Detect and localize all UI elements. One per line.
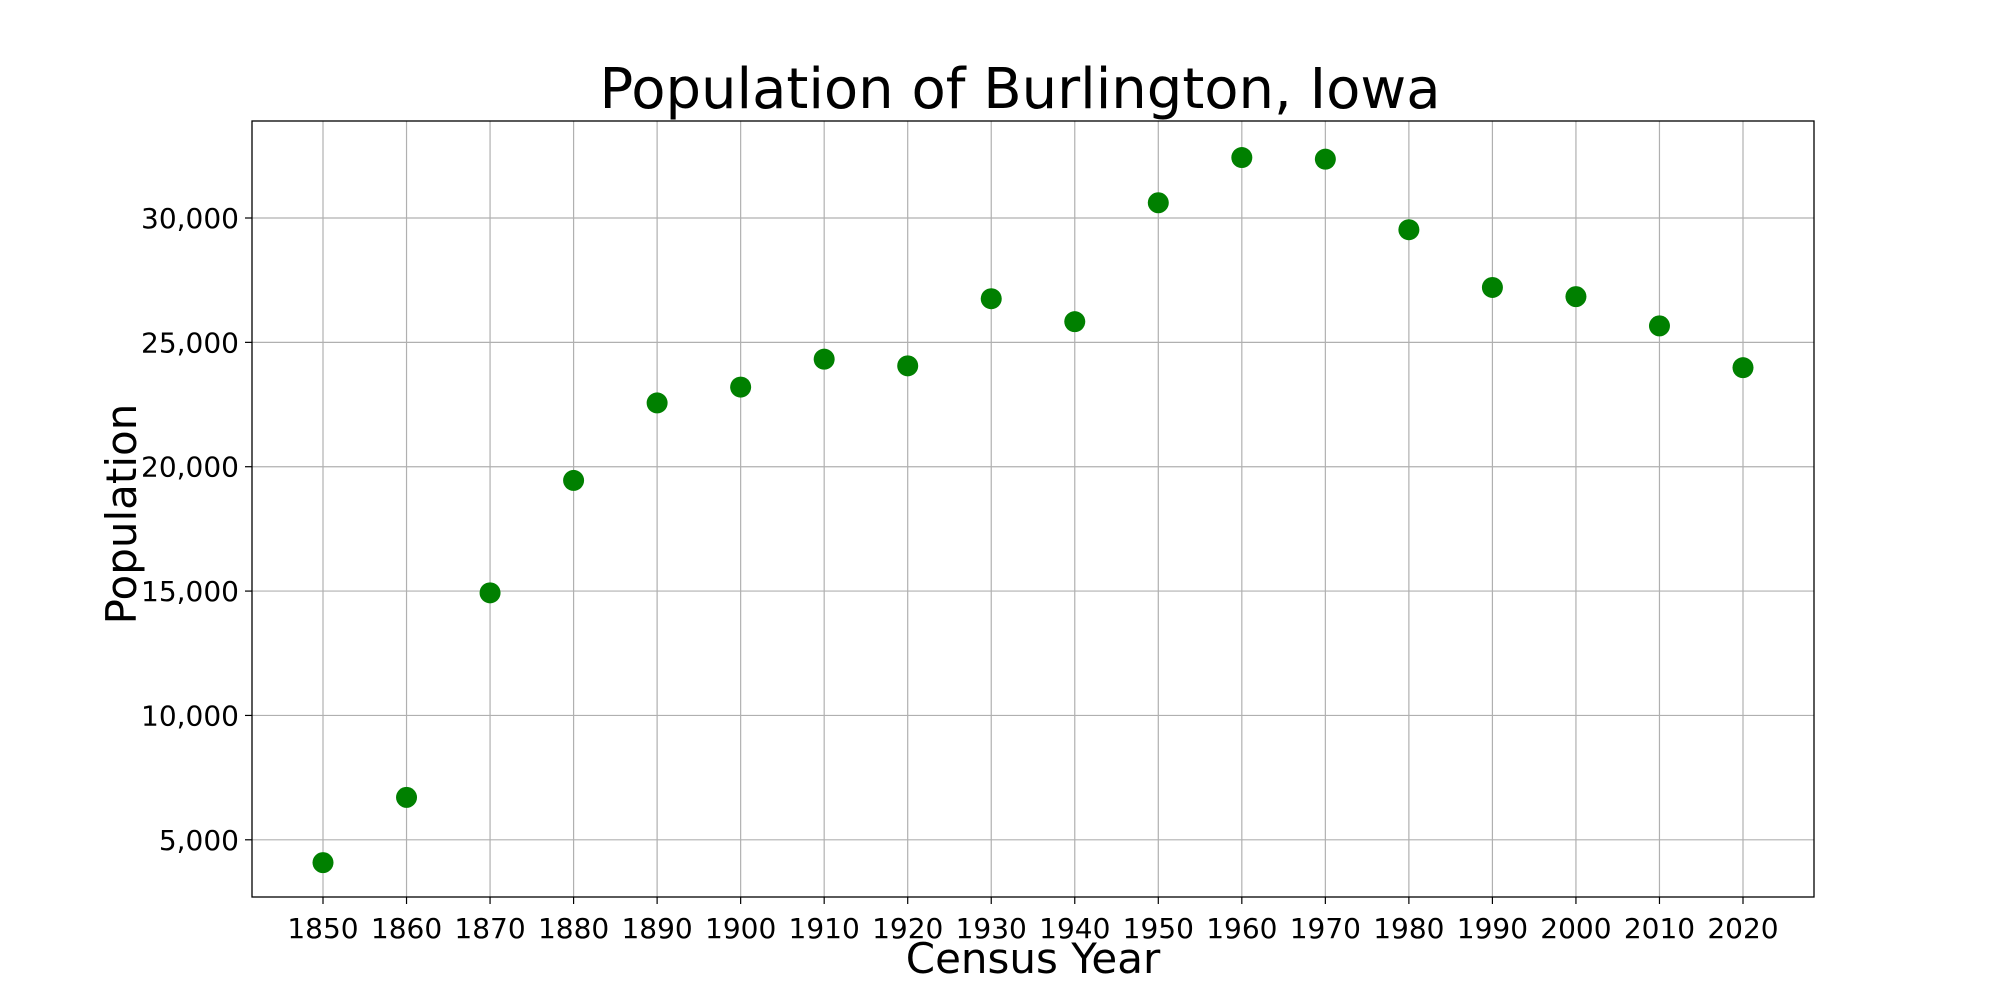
data-point xyxy=(1732,357,1754,379)
x-tick-label: 1870 xyxy=(454,912,525,945)
tick-marks xyxy=(245,217,1744,904)
y-tick-label: 5,000 xyxy=(159,824,239,857)
y-tick-label: 15,000 xyxy=(141,575,239,608)
x-tick-label: 1950 xyxy=(1123,912,1194,945)
x-tick-label: 1860 xyxy=(371,912,442,945)
x-tick-label: 1850 xyxy=(287,912,358,945)
data-point xyxy=(730,376,752,398)
data-point xyxy=(1064,311,1086,333)
x-tick-label: 1970 xyxy=(1290,912,1361,945)
data-point xyxy=(646,392,668,414)
y-tick-label: 10,000 xyxy=(141,699,239,732)
data-point xyxy=(1481,276,1503,298)
data-point xyxy=(897,355,919,377)
x-axis-tick-labels: 1850 1860 1870 1880 1890 1900 1910 1920 1930 1940… xyxy=(287,912,1778,945)
data-points xyxy=(312,147,1754,874)
x-tick-label: 1900 xyxy=(705,912,776,945)
data-point xyxy=(1231,147,1253,169)
x-tick-label: 1890 xyxy=(621,912,692,945)
data-point xyxy=(980,288,1002,310)
y-tick-label: 30,000 xyxy=(141,202,239,235)
y-axis-label: Population xyxy=(97,404,146,625)
x-tick-label: 1990 xyxy=(1457,912,1528,945)
y-axis-tick-labels: 5,000 10,000 15,000 20,000 25,000 30,000 xyxy=(141,202,239,857)
plot-area xyxy=(245,120,1815,904)
x-tick-label: 1980 xyxy=(1373,912,1444,945)
data-point xyxy=(1398,219,1420,241)
x-tick-label: 2020 xyxy=(1707,912,1778,945)
data-point xyxy=(1314,148,1336,170)
data-point xyxy=(1565,286,1587,308)
grid-lines xyxy=(252,121,1814,897)
x-axis-label: Census Year xyxy=(906,934,1161,983)
x-tick-label: 1940 xyxy=(1039,912,1110,945)
plot-frame xyxy=(251,120,1815,898)
data-point xyxy=(396,786,418,808)
x-tick-label: 1880 xyxy=(538,912,609,945)
x-tick-label: 1910 xyxy=(789,912,860,945)
data-point xyxy=(1147,192,1169,214)
x-tick-label: 1960 xyxy=(1206,912,1277,945)
data-point xyxy=(312,852,334,874)
x-tick-label: 2010 xyxy=(1624,912,1695,945)
data-point xyxy=(1648,315,1670,337)
x-tick-label: 1930 xyxy=(956,912,1027,945)
data-point xyxy=(479,582,501,604)
x-tick-label: 2000 xyxy=(1540,912,1611,945)
y-tick-label: 20,000 xyxy=(141,451,239,484)
y-tick-label: 25,000 xyxy=(141,326,239,359)
x-tick-label: 1920 xyxy=(872,912,943,945)
data-point xyxy=(813,348,835,370)
data-point xyxy=(563,469,585,491)
chart-title: Population of Burlington, Iowa xyxy=(599,57,1440,122)
